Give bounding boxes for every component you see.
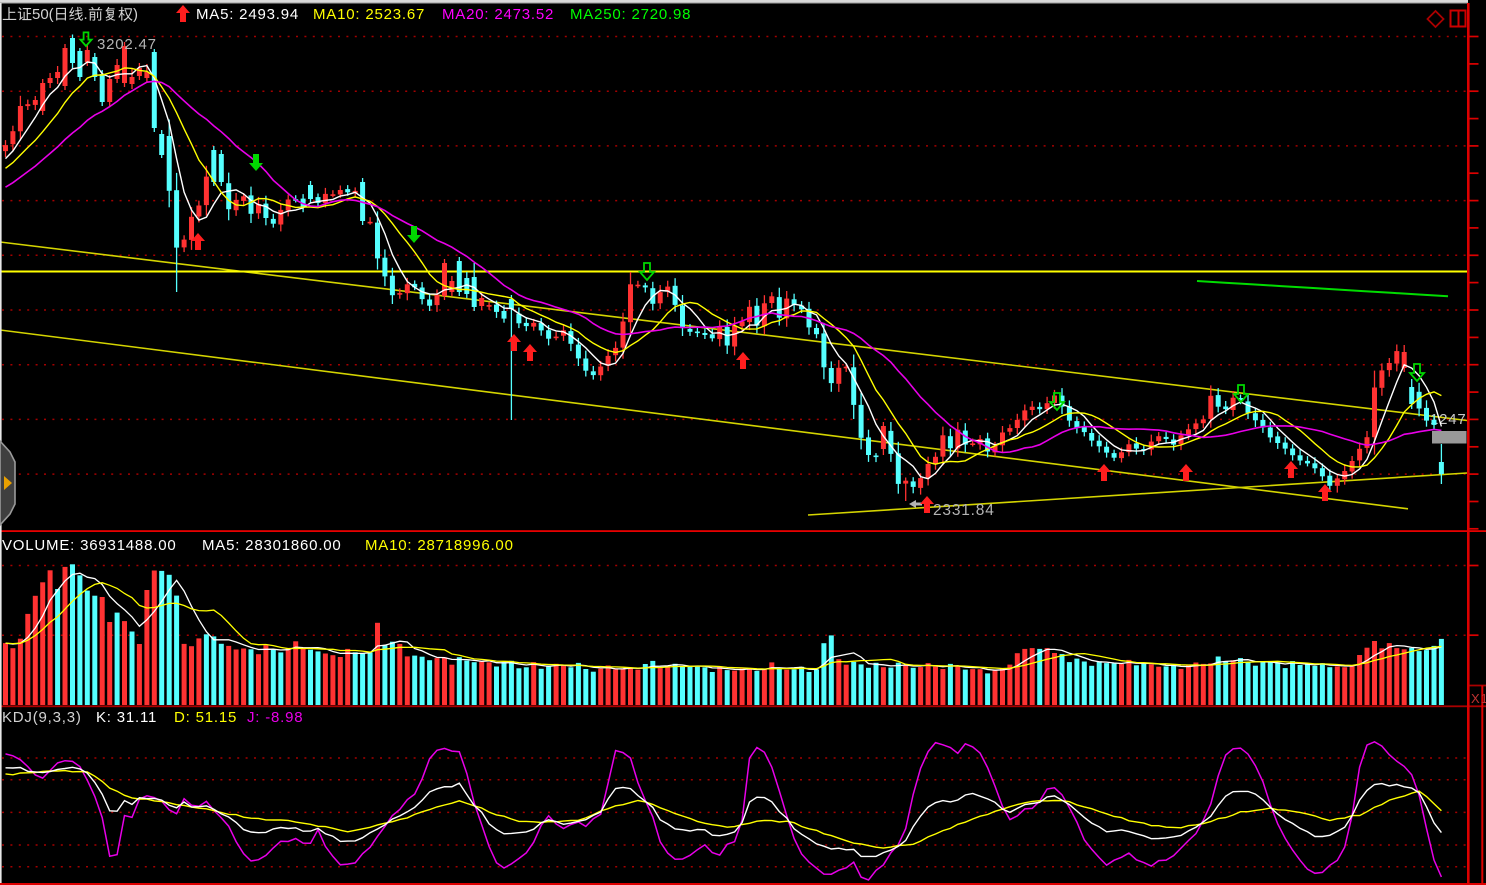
svg-text:): ) (133, 6, 138, 23)
svg-text:MA10: 28718996.00: MA10: 28718996.00 (365, 537, 514, 554)
svg-text:.: . (84, 6, 88, 23)
svg-text:50(: 50( (32, 6, 54, 23)
svg-text:D: 51.15: D: 51.15 (174, 709, 237, 726)
svg-text:MA5: 28301860.00: MA5: 28301860.00 (202, 537, 342, 554)
svg-text:J: -8.98: J: -8.98 (247, 709, 303, 726)
svg-text:3202.47: 3202.47 (97, 36, 157, 53)
svg-text:MA20: 2473.52: MA20: 2473.52 (442, 6, 554, 23)
svg-text:X1: X1 (1471, 691, 1486, 706)
svg-text:MA5: 2493.94: MA5: 2493.94 (196, 6, 299, 23)
svg-text:1247: 1247 (1430, 411, 1467, 428)
svg-text:VOLUME: 36931488.00: VOLUME: 36931488.00 (2, 537, 176, 554)
svg-text:KDJ(9,3,3): KDJ(9,3,3) (2, 709, 82, 726)
svg-text:MA250: 2720.98: MA250: 2720.98 (570, 6, 691, 23)
svg-text:K: 31.11: K: 31.11 (96, 709, 157, 726)
svg-text:MA10: 2523.67: MA10: 2523.67 (313, 6, 425, 23)
svg-text:2331.84: 2331.84 (933, 502, 995, 519)
